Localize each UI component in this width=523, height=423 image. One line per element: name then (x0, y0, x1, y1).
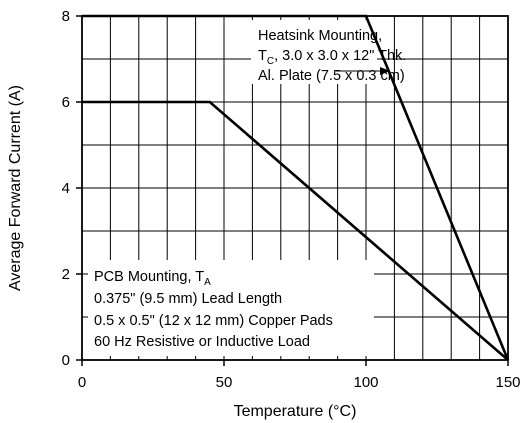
x-tick-label: 100 (353, 374, 378, 391)
series-line-pcb (82, 100, 509, 361)
pcb-annotation: PCB Mounting, TA 0.375" (9.5 mm) Lead Le… (94, 269, 333, 350)
y-tick-label: 8 (62, 8, 70, 25)
tick-labels: 0 50 100 150 0 2 4 6 8 (62, 8, 521, 391)
pcb-note-line4: 60 Hz Resistive or Inductive Load (94, 334, 310, 350)
heatsink-note-line1: Heatsink Mounting, (258, 28, 382, 44)
x-tick-label: 50 (216, 374, 233, 391)
y-tick-label: 0 (62, 352, 70, 369)
x-tick-label: 150 (495, 374, 520, 391)
x-axis-title: Temperature (°C) (234, 403, 357, 420)
y-tick-label: 4 (62, 180, 70, 197)
pcb-note-background (88, 260, 374, 356)
heatsink-arrow-head (380, 67, 390, 75)
pcb-note-line3: 0.5 x 0.5" (12 x 12 mm) Copper Pads (94, 313, 333, 329)
pcb-note-line1: PCB Mounting, TA (94, 269, 211, 288)
y-tick-label: 6 (62, 94, 70, 111)
heatsink-note-line2: TC, 3.0 x 3.0 x 12" Thk. (258, 48, 406, 67)
y-axis-title: Average Forward Current (A) (7, 85, 24, 291)
y-tick-label: 2 (62, 266, 70, 283)
heatsink-note-background (251, 20, 377, 84)
x-tick-label: 0 (78, 374, 86, 391)
annotation-backgrounds (88, 20, 377, 356)
pcb-note-line2: 0.375" (9.5 mm) Lead Length (94, 291, 282, 307)
heatsink-annotation: Heatsink Mounting, TC, 3.0 x 3.0 x 12" T… (258, 28, 406, 84)
heatsink-note-line3: Al. Plate (7.5 x 0.3 cm) (258, 68, 405, 84)
